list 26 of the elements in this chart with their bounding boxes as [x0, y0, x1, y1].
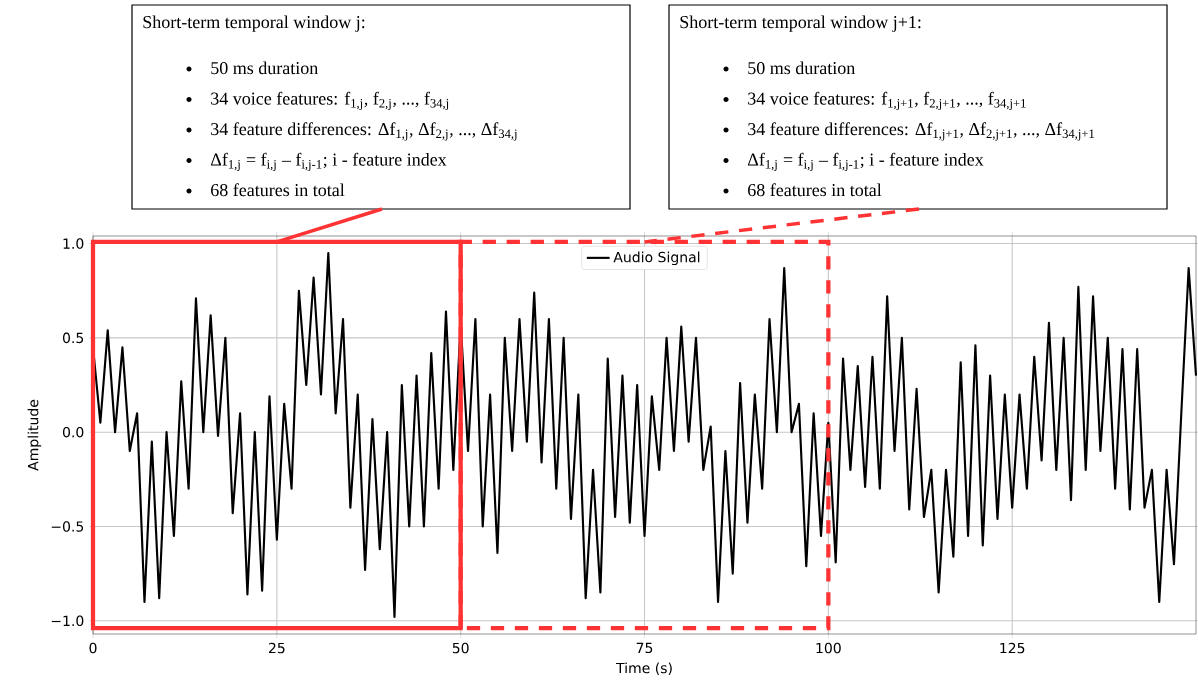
- text: 34 voice features: f$_{1,j+1}$, f$_{2,j+1}$, ..., f$_{34,j+1}$: [748, 91, 1026, 111]
- x-tick-label: 50: [452, 642, 469, 654]
- y-tick-label: 1.0: [63, 238, 84, 249]
- x-tick-label: 125: [1000, 642, 1025, 654]
- y-tick-label: −0.5: [51, 521, 84, 532]
- x-tick-label: 75: [636, 642, 653, 654]
- y-tick-label: −1.0: [51, 615, 84, 627]
- y-axis-title: Amplitude: [27, 399, 42, 471]
- x-axis-title: Time (s): [616, 662, 672, 675]
- legend-label: Audio Signal: [613, 251, 700, 266]
- text: 34 voice features: f$_{1,j}$, f$_{2,j}$, ..., f$_{34,j}$: [211, 91, 449, 111]
- text: 68 features in total: [211, 183, 345, 197]
- text: 34 feature differences: Δf$_{1,j}$, Δf$_{2,j}$, ..., Δf$_{34,j}$: [211, 122, 517, 141]
- x-tick-label: 0: [89, 642, 97, 654]
- y-tick-label: 0.5: [62, 332, 84, 344]
- text: 34 feature differences: Δf$_{1,j+1}$, Δf$_{2,j+1}$, ..., Δf$_{34,j+1}$: [748, 122, 1095, 141]
- x-tick-label: 100: [816, 642, 841, 654]
- text: 50 ms duration: [748, 61, 855, 75]
- text: Δf$_{1,j}$ = f$_{i,j}$ – f$_{i,j-1}$; i - feature index: [210, 152, 447, 172]
- y-tick-label: 0.0: [62, 426, 84, 438]
- text: Short-term temporal window j:: [143, 15, 365, 32]
- x-tick-label: 25: [268, 642, 285, 654]
- text: Δf$_{1,j}$ = f$_{i,j}$ – f$_{i,j-1}$; i - feature index: [747, 152, 984, 172]
- text: 50 ms duration: [211, 61, 318, 75]
- text: Short-term temporal window j+1:: [680, 15, 921, 32]
- text: 68 features in total: [748, 183, 882, 197]
